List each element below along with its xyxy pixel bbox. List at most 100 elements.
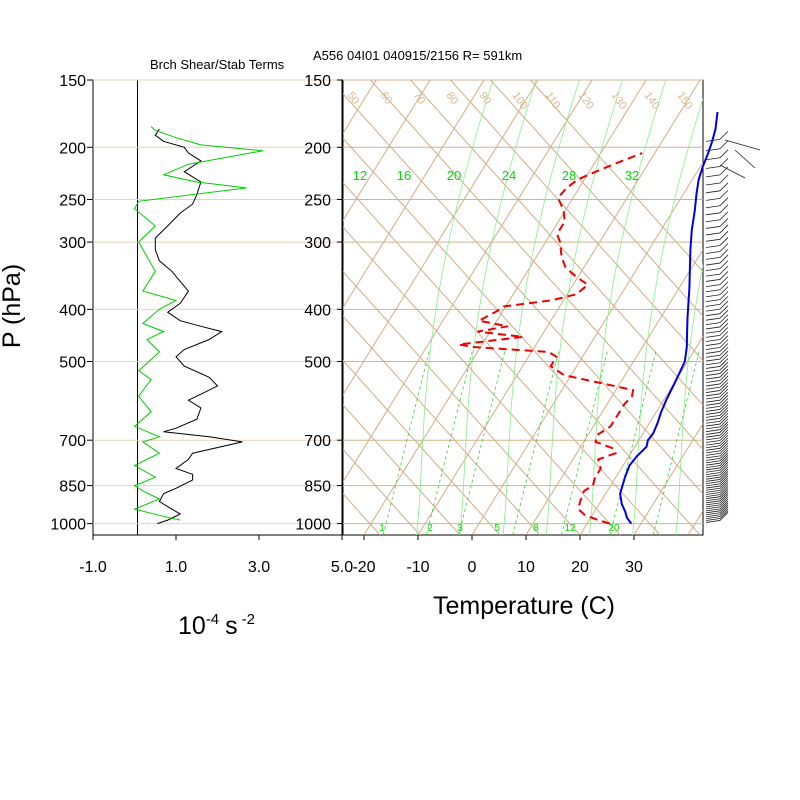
wind-barb-flag: [719, 237, 729, 246]
wind-barb-staff: [705, 423, 721, 427]
pressure-tick-label: 200: [304, 140, 331, 157]
pressure-tick-label: 150: [59, 73, 86, 90]
wind-barb-staff: [705, 479, 721, 482]
moist-adiabat-label: 24: [502, 168, 516, 183]
wind-barb-staff: [705, 409, 721, 412]
dry-adiabat-label: 50: [345, 90, 362, 107]
wind-barb-flag: [719, 432, 729, 441]
wind-barb-staff: [705, 313, 721, 317]
moist-adiabat-line: [632, 97, 703, 535]
wind-barb-flag: [719, 314, 729, 323]
dry-adiabat-label: 140: [642, 90, 662, 112]
dry-adiabat-label: 80: [444, 90, 461, 107]
moist-adiabat-line: [545, 80, 623, 535]
wind-barb-staff: [705, 284, 721, 288]
wind-barb-staff: [705, 273, 721, 277]
wind-barb-staff: [705, 450, 721, 454]
mixing-ratio-line: [561, 349, 609, 535]
isotherm-line: [471, 161, 703, 535]
wind-barb-staff: [705, 366, 721, 369]
wind-barb-flag: [719, 365, 729, 374]
wind-barb-flag: [719, 466, 729, 476]
isotherm-line: [579, 335, 703, 535]
wind-barb-flag: [719, 434, 729, 444]
wind-barb-staff: [705, 506, 721, 510]
wind-barb-staff: [705, 373, 721, 376]
wind-barb-flag: [719, 490, 729, 500]
wind-barb-staff: [705, 429, 721, 433]
wind-barb-staff: [705, 494, 721, 498]
dry-adiabat-line: [343, 270, 581, 535]
wind-barb-flag: [719, 494, 729, 504]
wind-barb-flag: [719, 440, 729, 449]
moist-adiabat-line: [589, 80, 667, 535]
wind-barb-flag: [719, 508, 729, 517]
wind-barb-flag: [719, 296, 729, 305]
wind-barb-staff: [705, 304, 721, 307]
wind-barb-flag: [719, 358, 729, 367]
wind-barb-staff: [705, 472, 721, 476]
wind-barb-flag: [719, 510, 729, 519]
wind-barbs: [705, 131, 761, 523]
wind-barb-flag: [719, 318, 729, 328]
wind-barb-flag: [719, 454, 729, 464]
isotherm-line: [0, 80, 214, 535]
wind-barb-flag: [719, 158, 729, 167]
wind-barb-flag: [719, 407, 729, 416]
wind-barb-flag: [719, 418, 729, 428]
wind-barb-flag: [719, 260, 729, 269]
wind-barb-flag: [719, 211, 729, 221]
wind-barb-flag: [719, 429, 729, 439]
mixing-ratio-line: [382, 349, 430, 535]
wind-barb-staff: [705, 362, 721, 366]
wind-barb-staff: [705, 326, 721, 330]
wind-barb-flag: [719, 276, 729, 285]
wind-barb-flag: [719, 468, 729, 478]
wind-barb-flag: [719, 471, 729, 480]
dry-adiabat-label: 90: [477, 90, 494, 107]
wind-barb-staff: [705, 351, 721, 354]
wind-barb-staff: [705, 354, 721, 358]
dry-adiabat-line: [343, 182, 661, 535]
y-axis-label: P (hPa): [0, 264, 26, 348]
wind-barb-staff: [705, 262, 721, 266]
wind-barb-flag: [719, 254, 729, 264]
wind-barb-flag: [719, 404, 729, 413]
wind-barb-staff: [705, 432, 721, 435]
mixing-ratio-label: 20: [608, 523, 620, 534]
isotherm-line: [525, 248, 703, 535]
pressure-tick-label: 850: [59, 479, 86, 496]
wind-barb-staff: [705, 339, 721, 342]
wind-barb-staff: [705, 412, 721, 415]
wind-barb-flag: [719, 291, 729, 300]
wind-barb-staff: [705, 487, 721, 491]
wind-barb-staff: [719, 164, 746, 179]
wind-barb-flag: [719, 197, 729, 206]
wind-barb-staff: [705, 496, 721, 500]
wind-barb-flag: [719, 512, 729, 521]
wind-barb-flag: [719, 166, 729, 176]
wind-barb-flag: [719, 447, 729, 457]
wind-barb-flag: [719, 496, 729, 506]
wind-barb-staff: [705, 157, 721, 161]
mixing-ratio-label: 12: [564, 523, 576, 534]
wind-barb-flag: [719, 131, 729, 140]
wind-barb-staff: [705, 335, 721, 338]
isotherm-line: [687, 509, 703, 535]
moist-adiabat-label: 12: [353, 168, 367, 183]
wind-barb-flag: [719, 335, 729, 344]
wind-barb-staff: [705, 174, 721, 178]
wind-barb-flag: [719, 190, 729, 199]
pressure-tick-label: 700: [304, 433, 331, 450]
dry-adiabat-label: 70: [411, 90, 428, 107]
wind-barb-flag: [719, 327, 729, 336]
wind-barb-staff: [705, 417, 721, 421]
wind-barb-staff: [705, 182, 721, 186]
wind-barb-staff: [705, 406, 721, 409]
mixing-ratio-label: 3: [457, 523, 463, 534]
pressure-tick-label: 700: [59, 433, 86, 450]
wind-barb-flag: [719, 182, 729, 192]
wind-barb-staff: [705, 510, 721, 514]
